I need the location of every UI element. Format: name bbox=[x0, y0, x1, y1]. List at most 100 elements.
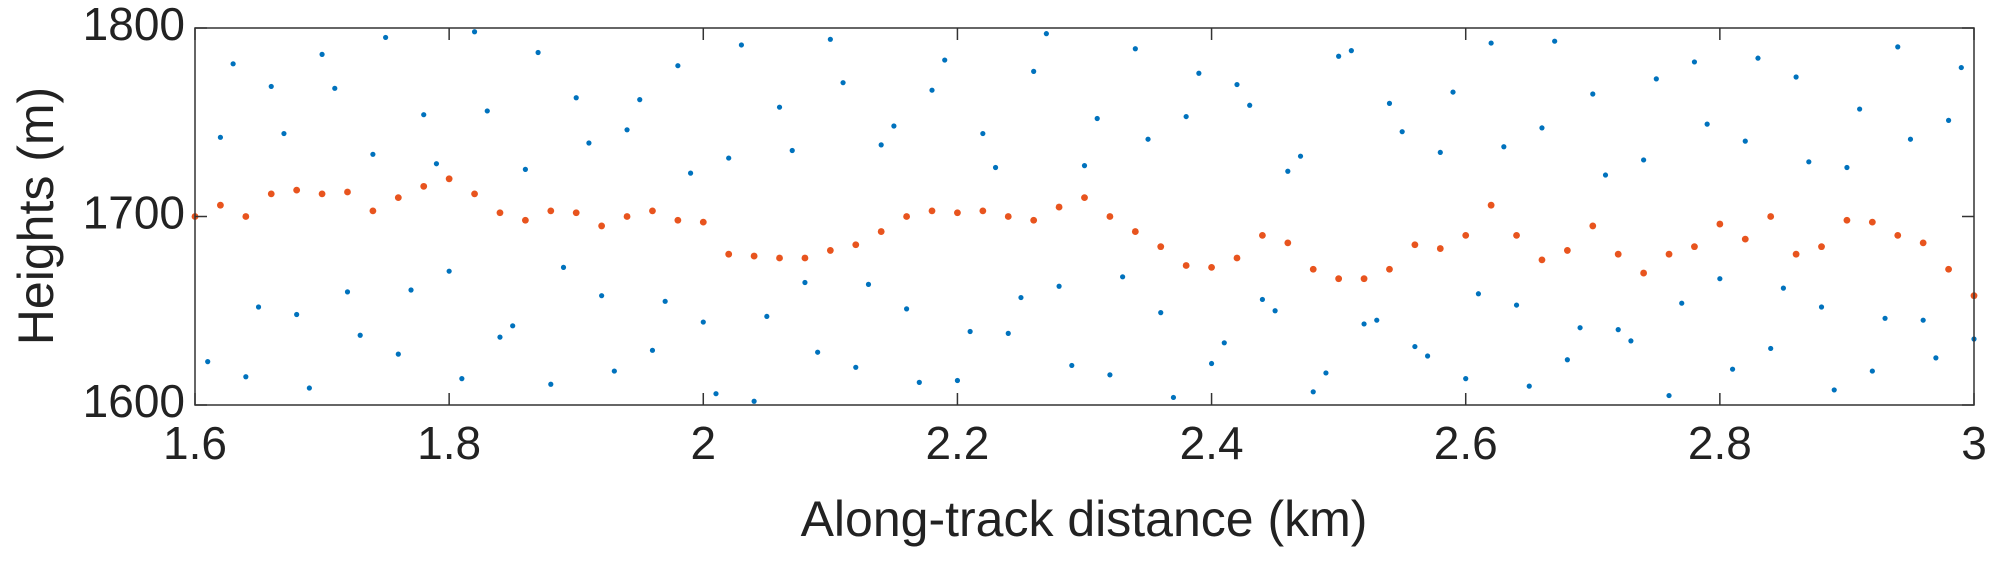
data-point bbox=[547, 207, 555, 215]
data-point bbox=[521, 216, 529, 224]
data-point bbox=[687, 170, 694, 176]
data-point bbox=[369, 207, 377, 215]
data-point bbox=[395, 351, 401, 357]
data-point bbox=[1297, 153, 1304, 159]
data-point bbox=[1348, 48, 1354, 54]
data-point bbox=[420, 182, 428, 190]
data-point bbox=[1360, 275, 1368, 283]
data-point bbox=[1742, 138, 1748, 144]
data-point bbox=[1182, 262, 1190, 269]
data-point bbox=[1843, 216, 1851, 224]
data-point bbox=[484, 108, 490, 114]
data-point bbox=[318, 190, 326, 198]
data-point bbox=[446, 268, 452, 274]
data-point bbox=[1920, 317, 1926, 323]
data-point bbox=[980, 130, 986, 137]
data-point bbox=[776, 104, 783, 110]
data-point bbox=[725, 250, 733, 258]
data-point bbox=[1563, 247, 1571, 254]
data-point bbox=[802, 279, 808, 286]
data-point bbox=[1665, 250, 1673, 258]
data-point bbox=[471, 29, 478, 35]
data-point bbox=[1691, 59, 1698, 65]
data-point bbox=[1768, 345, 1774, 352]
data-point bbox=[1641, 157, 1647, 163]
data-point bbox=[1107, 372, 1113, 378]
data-point bbox=[1844, 164, 1850, 171]
data-point bbox=[319, 51, 325, 57]
x-tick-label: 2 bbox=[690, 417, 716, 469]
data-point bbox=[599, 293, 605, 299]
data-point bbox=[268, 83, 274, 90]
data-point bbox=[1437, 149, 1443, 156]
data-point bbox=[471, 190, 478, 198]
data-point bbox=[1793, 74, 1799, 80]
data-point bbox=[1831, 387, 1837, 393]
data-point bbox=[1081, 194, 1088, 202]
data-point bbox=[815, 349, 821, 355]
data-point bbox=[954, 209, 961, 217]
data-point bbox=[1868, 218, 1876, 226]
data-point bbox=[281, 130, 287, 137]
data-point bbox=[217, 134, 224, 140]
data-point bbox=[394, 194, 402, 202]
data-point bbox=[852, 241, 860, 249]
y-axis-label: Heights (m) bbox=[8, 87, 64, 345]
x-tick-label: 1.6 bbox=[163, 417, 227, 469]
data-point bbox=[205, 359, 211, 365]
data-point bbox=[357, 332, 363, 338]
data-point bbox=[1666, 392, 1672, 399]
y-tick-label: 1800 bbox=[83, 0, 185, 50]
data-point bbox=[1234, 81, 1240, 88]
data-point bbox=[1538, 256, 1546, 264]
data-point bbox=[1552, 38, 1558, 44]
x-tick-label: 2.2 bbox=[925, 417, 989, 469]
data-point bbox=[1577, 325, 1583, 331]
x-tick-label: 2.4 bbox=[1180, 417, 1244, 469]
data-point bbox=[903, 213, 910, 220]
data-point bbox=[1513, 231, 1520, 239]
data-point bbox=[713, 391, 719, 397]
data-point bbox=[496, 209, 504, 217]
data-point bbox=[1945, 265, 1952, 273]
data-point bbox=[1907, 136, 1914, 142]
data-point bbox=[572, 209, 580, 217]
data-point bbox=[611, 368, 617, 374]
data-point bbox=[1336, 53, 1342, 59]
data-point bbox=[1792, 250, 1800, 258]
data-point bbox=[1450, 89, 1456, 95]
data-point bbox=[1462, 231, 1470, 239]
data-point bbox=[699, 218, 707, 226]
data-point bbox=[877, 228, 885, 235]
data-point bbox=[1031, 68, 1037, 74]
data-point bbox=[445, 175, 453, 183]
data-point bbox=[1056, 283, 1062, 289]
data-point bbox=[1564, 357, 1570, 363]
data-point bbox=[1882, 315, 1888, 321]
data-point bbox=[560, 264, 567, 270]
data-point bbox=[750, 252, 758, 260]
data-point bbox=[1361, 321, 1367, 327]
data-point bbox=[1640, 269, 1648, 277]
data-point bbox=[1386, 100, 1393, 106]
data-point bbox=[726, 155, 732, 161]
data-point bbox=[1526, 383, 1532, 389]
data-point bbox=[891, 123, 897, 129]
data-point bbox=[1120, 274, 1126, 280]
data-point bbox=[1170, 394, 1177, 401]
data-point bbox=[878, 142, 884, 148]
data-point bbox=[649, 347, 656, 353]
data-point bbox=[1780, 285, 1786, 291]
y-tick-label: 1600 bbox=[83, 375, 185, 427]
data-point bbox=[751, 398, 757, 404]
data-point bbox=[1513, 302, 1520, 308]
data-point bbox=[1614, 250, 1622, 258]
data-point bbox=[674, 216, 682, 224]
data-point bbox=[1958, 64, 1964, 71]
data-point bbox=[1081, 163, 1088, 169]
data-point bbox=[1894, 231, 1902, 239]
data-point bbox=[1018, 294, 1024, 301]
data-point bbox=[1615, 327, 1621, 333]
data-point bbox=[1208, 263, 1215, 271]
data-point bbox=[1716, 220, 1724, 228]
